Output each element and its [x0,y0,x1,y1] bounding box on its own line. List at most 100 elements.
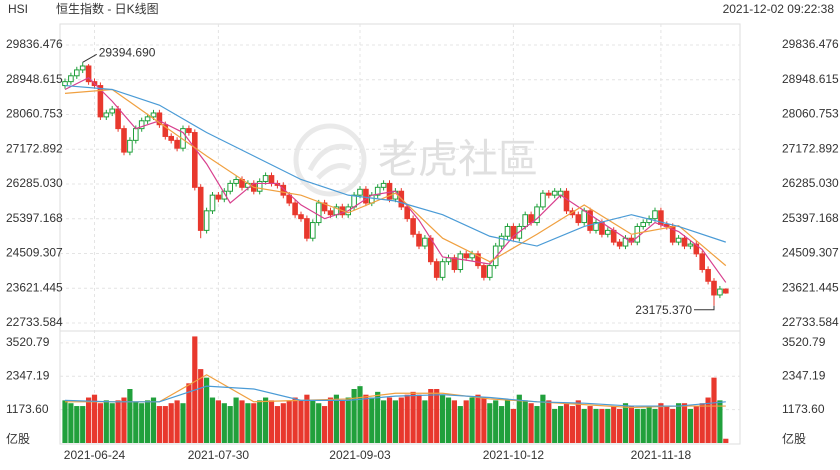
volume-bar [121,397,127,443]
candle-body [192,132,198,188]
volume-bar [174,400,180,443]
volume-bar [274,406,280,443]
volume-bar [440,394,446,443]
candle-body [357,188,363,196]
volume-bar [109,403,115,443]
candle-body [457,253,464,271]
y-tick-label: 25397.168 [782,211,839,225]
y-tick-label: 29836.476 [6,37,63,51]
volume-bar [457,406,463,443]
x-tick-label: 2021-07-30 [188,448,250,462]
y-tick-label: 28948.615 [782,72,839,86]
volume-bar [215,400,221,443]
candle-body [605,229,611,235]
candle-body [492,245,499,267]
candle-body [321,202,328,212]
volume-bar [221,403,227,443]
y-tick-label: 22733.584 [6,315,63,329]
volume-bar [605,408,611,443]
volume-bar [156,406,162,443]
volume-bar [292,397,298,443]
candle-body [79,65,86,71]
y-tick-label: 3520.79 [6,335,50,349]
volume-bar [86,397,92,443]
volume-bar [162,406,168,443]
volume-bar [699,403,705,443]
volume-bar [97,403,103,443]
volume-bar [676,403,682,443]
candle-body [144,116,151,122]
candle-body [616,241,623,247]
candle-body [640,222,647,227]
volume-bar [487,403,493,443]
candle-body [209,194,216,212]
candle-body [327,210,334,216]
candle-body [97,85,104,118]
volume-bar [634,408,640,443]
volume-bar [168,403,174,443]
candle-body [127,139,133,153]
candle-body [215,194,222,200]
volume-bar [463,400,469,443]
candle-body [563,190,570,212]
volume-bar [233,397,239,443]
candle-body [203,210,210,231]
volume-bar [646,406,652,443]
candle-body [103,112,110,118]
candle-body [174,139,180,149]
candle-body [593,222,599,231]
y-tick-label: 26285.030 [6,176,63,190]
y-tick-label: 1173.60 [782,402,825,416]
volume-bar [386,397,393,443]
volume-bar [422,400,428,443]
moving-average-line [64,77,727,283]
volume-bar [133,401,139,443]
symbol: HSI [8,2,28,16]
candle-body [711,280,717,296]
y-tick-label: 28948.615 [6,72,63,86]
candle-body [115,108,121,130]
candle-body [109,108,116,114]
candle-body [463,253,469,259]
chart-title: 恒生指数 - 日K线图 [56,1,159,16]
y-tick-label: 27172.892 [6,141,63,155]
volume-bar [280,403,286,443]
candle-body [62,81,68,87]
y-tick-label: 29836.476 [782,37,839,51]
candle-body [546,192,552,196]
y-tick-label: 26285.030 [782,176,839,190]
candle-body [310,222,316,239]
volume-bar [245,403,251,443]
candle-body [487,265,493,278]
volume-bar [298,400,304,443]
candle-body [286,194,292,204]
volume-bar [581,408,587,443]
y-tick-label: 27172.892 [782,141,839,155]
volume-bar [316,403,322,443]
candle-body [451,257,458,271]
volume-bar [351,389,357,443]
candle-body [304,218,310,239]
y-tick-label: 24509.307 [782,246,839,260]
candle-body [510,225,517,239]
candle-body [133,128,139,141]
volume-bar [257,400,263,443]
candle-body [504,225,511,237]
volume-bar [534,406,540,443]
x-tick-label: 2021-06-24 [64,448,126,462]
volume-bar [186,383,192,443]
volume-bar [127,389,133,443]
candle-body [534,206,540,224]
volume-bar [209,397,216,443]
candle-body [723,288,729,294]
candle-body [150,112,157,118]
volume-bar [587,406,593,443]
volume-bar [239,400,245,443]
volume-bar [263,397,269,443]
volume-bar [363,394,369,443]
volume-bar [493,400,499,443]
candle-body [262,175,269,182]
candle-body [469,253,475,259]
y-tick-label: 23621.445 [782,280,839,294]
y-tick-label: 25397.168 [6,211,63,225]
